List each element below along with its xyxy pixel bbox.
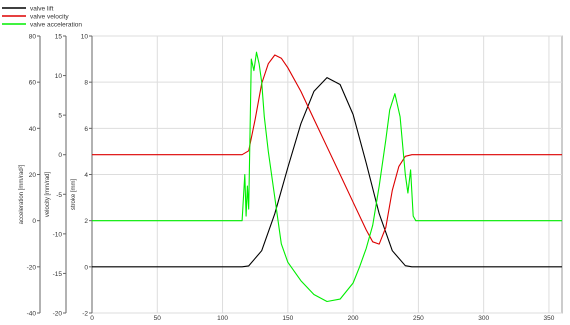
- y-tick-label: 2: [84, 218, 88, 225]
- axes: 0 50 100 150 200 250 300 350-40-20020406080acce…: [19, 34, 555, 323]
- x-tick-label: 150: [282, 315, 293, 320]
- legend-label-1: valve velocity: [30, 13, 69, 20]
- x-tick-label: 350: [544, 315, 555, 320]
- y-tick-label: -15: [53, 271, 63, 278]
- y-tick-label: -5: [56, 192, 62, 199]
- y-tick-label: -2: [82, 311, 88, 318]
- y-tick-label: -20: [27, 264, 37, 271]
- x-tick-label: 300: [478, 315, 489, 320]
- y-tick-label: 60: [29, 80, 37, 87]
- x-tick-label: 200: [348, 315, 359, 320]
- y-tick-label: 10: [55, 73, 63, 80]
- legend-label-0: valve lift: [30, 5, 54, 12]
- series-line-0: [92, 77, 562, 268]
- y-tick-label: 0: [84, 264, 88, 271]
- y-axis-label-acc: acceleration [mm/rad²]: [19, 164, 25, 224]
- series-line-2: [92, 51, 562, 303]
- y-tick-label: 15: [55, 34, 63, 41]
- y-tick-label: 80: [29, 34, 37, 41]
- series-line-1: [92, 54, 562, 245]
- y-tick-label: -10: [53, 231, 63, 238]
- y-tick-label: 20: [29, 172, 37, 179]
- series-group: [92, 51, 562, 303]
- y-tick-label: 6: [84, 126, 88, 133]
- y-axis-label-str: stroke [mm]: [71, 179, 77, 211]
- y-tick-label: 0: [58, 152, 62, 159]
- x-tick-label: 50: [154, 315, 162, 320]
- y-tick-label: -40: [27, 311, 37, 318]
- y-tick-label: 5: [58, 113, 62, 120]
- x-tick-label: 250: [413, 315, 424, 320]
- y-tick-label: 4: [84, 172, 88, 179]
- y-tick-label: 0: [32, 218, 36, 225]
- x-tick-label: 0: [90, 315, 94, 320]
- y-axis-label-vel: velocity [mm/rad]: [45, 171, 51, 217]
- y-tick-label: 8: [84, 80, 88, 87]
- y-tick-label: -20: [53, 311, 63, 318]
- y-tick-label: 10: [81, 34, 89, 41]
- y-tick-label: 40: [29, 126, 37, 133]
- legend-label-2: valve acceleration: [30, 21, 82, 28]
- x-tick-label: 100: [217, 315, 228, 320]
